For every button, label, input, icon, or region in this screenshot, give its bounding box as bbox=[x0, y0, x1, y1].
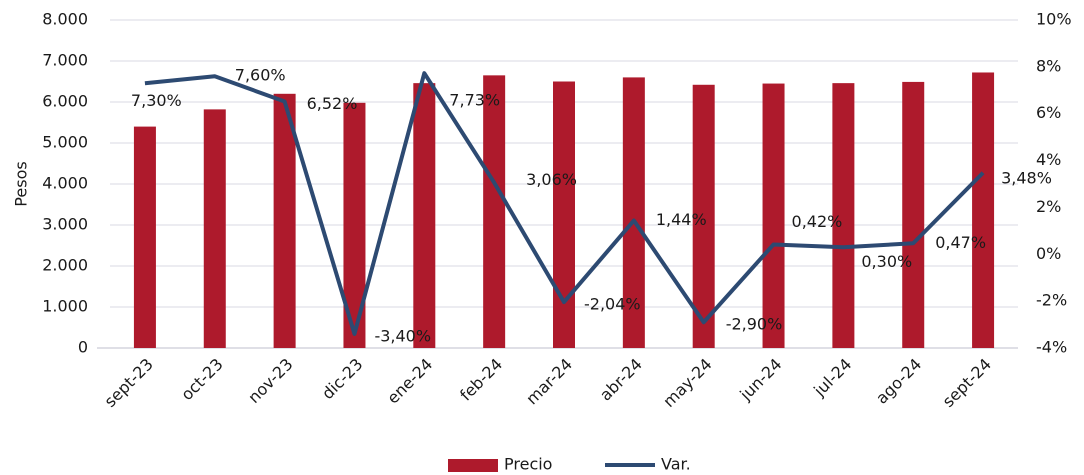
bar bbox=[343, 102, 366, 348]
legend-swatch bbox=[448, 459, 498, 472]
data-label: -2,04% bbox=[584, 295, 641, 314]
bar bbox=[133, 126, 156, 348]
legend-label: Var. bbox=[661, 455, 691, 474]
bar bbox=[832, 83, 855, 348]
bar bbox=[553, 81, 575, 348]
y2-tick-label: 10% bbox=[1036, 10, 1072, 29]
y2-tick-label: -2% bbox=[1036, 291, 1067, 310]
y-tick-label: 8.000 bbox=[42, 10, 88, 29]
x-tick-label: dic-23 bbox=[318, 355, 366, 403]
data-label: 1,44% bbox=[656, 210, 707, 229]
y-tick-label: 5.000 bbox=[42, 133, 88, 152]
data-label: 7,30% bbox=[131, 91, 182, 110]
x-tick-label: mar-24 bbox=[522, 355, 576, 409]
x-tick-label: oct-23 bbox=[177, 355, 226, 404]
data-label: 6,52% bbox=[307, 94, 358, 113]
data-label: 0,30% bbox=[861, 252, 912, 271]
x-tick-label: nov-23 bbox=[244, 355, 296, 407]
data-label: 7,60% bbox=[235, 66, 286, 85]
x-tick-label: may-24 bbox=[659, 355, 715, 411]
x-tick-label: jul-24 bbox=[809, 355, 855, 401]
x-tick-label: jun-24 bbox=[735, 355, 785, 405]
data-label: -3,40% bbox=[374, 326, 431, 345]
x-tick-label: ago-24 bbox=[872, 355, 925, 408]
data-label: 0,42% bbox=[792, 212, 843, 231]
data-label: 3,06% bbox=[526, 170, 577, 189]
x-tick-label: abr-24 bbox=[596, 355, 646, 405]
x-tick-label: ene-24 bbox=[383, 355, 436, 408]
data-label: 7,73% bbox=[449, 91, 500, 110]
y2-tick-label: -4% bbox=[1036, 338, 1067, 357]
data-label: 3,48% bbox=[1001, 168, 1052, 187]
y-tick-label: 1.000 bbox=[42, 297, 88, 316]
bar bbox=[622, 77, 645, 349]
y-tick-label: 0 bbox=[78, 338, 88, 357]
line bbox=[144, 71, 985, 336]
bar bbox=[413, 83, 436, 348]
bar bbox=[203, 109, 226, 348]
data-label: 0,47% bbox=[935, 233, 986, 252]
y-tick-label: 2.000 bbox=[42, 256, 88, 275]
bar bbox=[692, 84, 715, 348]
y-tick-label: 4.000 bbox=[42, 174, 88, 193]
y2-tick-label: 6% bbox=[1036, 103, 1061, 122]
x-tick-label: sept-23 bbox=[101, 355, 157, 411]
bar bbox=[972, 72, 995, 348]
y-tick-label: 3.000 bbox=[42, 215, 88, 234]
y2-tick-label: 8% bbox=[1036, 56, 1061, 75]
y2-tick-label: 2% bbox=[1036, 197, 1061, 216]
y2-tick-label: 0% bbox=[1036, 244, 1061, 263]
bar bbox=[273, 93, 296, 348]
bar bbox=[902, 81, 925, 348]
y-tick-label: 7.000 bbox=[42, 51, 88, 70]
bar bbox=[483, 75, 506, 348]
y-axis-label: Pesos bbox=[12, 161, 31, 206]
x-tick-label: feb-24 bbox=[456, 355, 506, 405]
y-tick-label: 6.000 bbox=[42, 92, 88, 111]
bar bbox=[762, 83, 785, 349]
legend-label: Precio bbox=[504, 455, 552, 474]
x-tick-label: sept-24 bbox=[939, 355, 995, 411]
data-label: -2,90% bbox=[726, 315, 783, 334]
y2-tick-label: 4% bbox=[1036, 150, 1061, 169]
